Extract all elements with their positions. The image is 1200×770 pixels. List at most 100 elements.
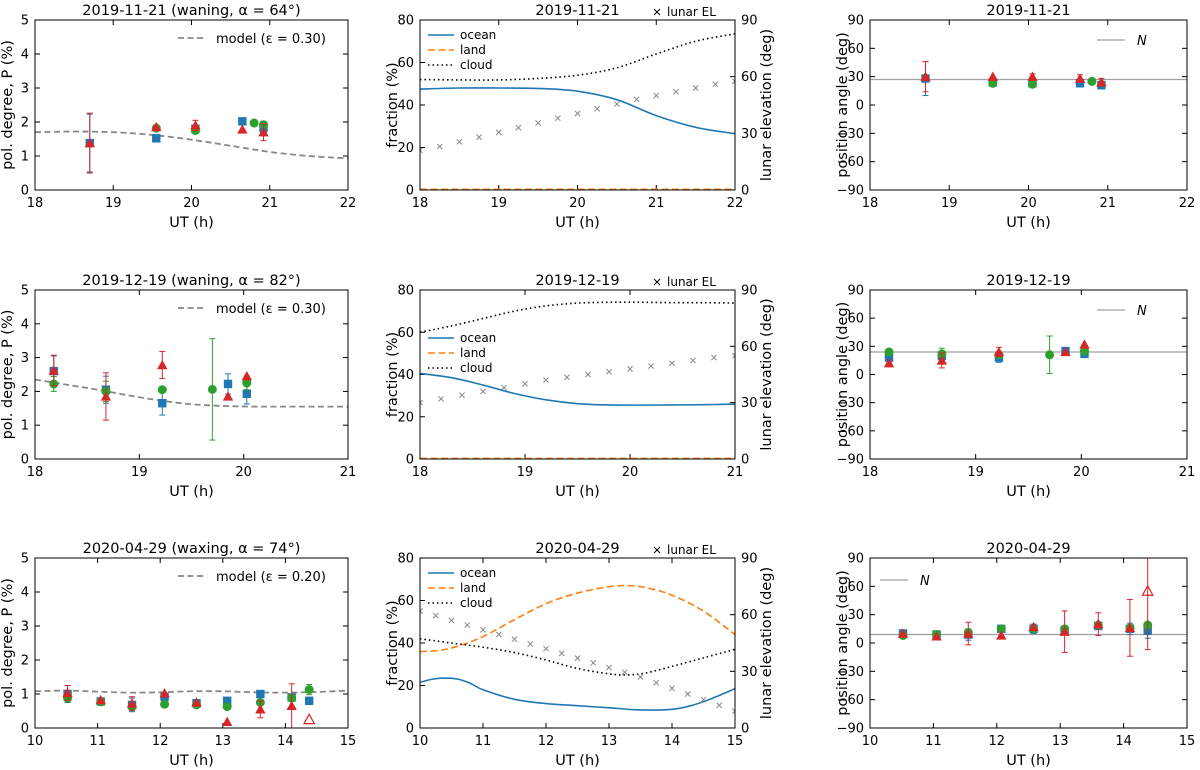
elev-marker bbox=[543, 645, 549, 652]
data-point-triangle bbox=[191, 697, 202, 707]
x-tick-label: 21 bbox=[648, 196, 665, 211]
y-tick-label: 0 bbox=[856, 637, 864, 652]
data-point-triangle bbox=[993, 346, 1005, 357]
data-point-triangle bbox=[1059, 626, 1070, 636]
axes-frame bbox=[419, 289, 736, 460]
elev-marker bbox=[732, 352, 735, 357]
series-cloud bbox=[420, 301, 735, 334]
elev-marker bbox=[420, 610, 423, 614]
panel-title: 2019-12-19 bbox=[535, 273, 619, 289]
data-point-square bbox=[223, 379, 233, 389]
series-lunar-el bbox=[420, 78, 735, 154]
y-tick-label: −30 bbox=[837, 665, 864, 680]
data-point-triangle bbox=[963, 628, 974, 638]
data-point-circle bbox=[1045, 350, 1055, 360]
elev-marker bbox=[574, 655, 581, 662]
y2-tick-label: 30 bbox=[741, 665, 758, 680]
legend-elev-marker bbox=[653, 8, 661, 16]
legend-ocean-label: ocean bbox=[460, 566, 496, 580]
data-point-square bbox=[238, 117, 247, 126]
data-point-circle bbox=[207, 384, 217, 394]
x-axis-label: UT (h) bbox=[555, 484, 600, 500]
elev-marker bbox=[621, 669, 628, 676]
y-tick-label: 20 bbox=[397, 679, 414, 694]
y-tick-label: 90 bbox=[847, 14, 864, 29]
elev-marker bbox=[420, 401, 423, 406]
data-point-triangle bbox=[151, 121, 162, 132]
y-tick-label: 0 bbox=[406, 722, 414, 737]
data-point-triangle bbox=[255, 704, 266, 714]
elev-marker bbox=[495, 631, 502, 638]
series-green bbox=[151, 118, 268, 135]
y-tick-label: 2 bbox=[21, 654, 29, 669]
y-tick-label: 40 bbox=[397, 637, 414, 652]
axes-frame bbox=[34, 19, 349, 191]
x-tick-label: 14 bbox=[664, 734, 681, 749]
legend-land-label: land bbox=[460, 581, 486, 595]
data-point-triangle bbox=[1141, 584, 1154, 596]
elev-marker bbox=[420, 399, 423, 404]
elev-marker bbox=[432, 612, 439, 619]
data-point-triangle bbox=[237, 124, 248, 134]
elev-marker bbox=[543, 377, 549, 384]
elev-marker bbox=[420, 147, 423, 152]
legend-model-label: model (ε = 0.30) bbox=[216, 32, 326, 47]
x-tick-label: 21 bbox=[1179, 465, 1196, 480]
series-blue bbox=[85, 113, 268, 173]
legend-model-label: model (ε = 0.30) bbox=[216, 302, 326, 317]
plot-area bbox=[420, 33, 735, 190]
plot-area bbox=[35, 112, 348, 174]
data-point-triangle bbox=[221, 716, 233, 727]
y-tick-label: −60 bbox=[837, 693, 864, 708]
panel-title: 2019-12-19 bbox=[986, 273, 1070, 289]
y2-axis-label: lunar elevation (deg) bbox=[759, 29, 775, 181]
panel-title: 2019-11-21 bbox=[535, 3, 619, 19]
legend-elev-label: lunar EL bbox=[667, 275, 716, 289]
y2-tick-label: 30 bbox=[741, 127, 758, 142]
axes-frame bbox=[419, 557, 736, 729]
legend-ref-label: N bbox=[1137, 34, 1147, 49]
data-point-circle bbox=[1080, 346, 1090, 356]
elev-marker bbox=[464, 622, 471, 629]
data-point-triangle bbox=[1060, 346, 1071, 357]
y-tick-label: 3 bbox=[21, 351, 29, 366]
elev-marker bbox=[716, 702, 723, 709]
x-tick-label: 21 bbox=[340, 465, 357, 480]
data-point-square bbox=[1075, 79, 1085, 88]
x-tick-label: 22 bbox=[727, 196, 744, 211]
axes-frame bbox=[419, 19, 736, 191]
series-cloud bbox=[420, 33, 735, 81]
y-tick-label: 90 bbox=[847, 552, 864, 567]
data-point-circle bbox=[988, 78, 998, 88]
data-point-square bbox=[158, 399, 167, 408]
elev-marker bbox=[637, 674, 644, 680]
data-point-triangle bbox=[157, 359, 168, 370]
x-tick-label: 21 bbox=[261, 196, 278, 211]
elev-marker bbox=[690, 357, 696, 364]
data-point-circle bbox=[1087, 76, 1097, 86]
legend-ocean-label: ocean bbox=[460, 28, 496, 42]
panel-2-1: 18 19 20 21 0 1 2 3 4 5 2019-12-19 (waning, α = 82… bbox=[0, 273, 356, 500]
x-tick-label: 20 bbox=[1020, 196, 1037, 211]
x-tick-label: 22 bbox=[340, 196, 357, 211]
model-curve bbox=[35, 378, 348, 408]
x-tick-label: 19 bbox=[131, 465, 148, 480]
y-tick-label: 2 bbox=[21, 116, 29, 131]
panel-title: 2019-11-21 bbox=[986, 3, 1070, 19]
elev-marker bbox=[456, 138, 463, 145]
elev-marker bbox=[480, 626, 486, 633]
y-tick-label: 30 bbox=[847, 340, 864, 355]
axes-frame bbox=[34, 289, 349, 460]
y-tick-label: −30 bbox=[837, 396, 864, 411]
elev-marker bbox=[711, 354, 717, 361]
data-point-triangle bbox=[100, 391, 112, 401]
elev-marker bbox=[684, 691, 691, 697]
series-red bbox=[897, 558, 1154, 657]
x-tick-label: 19 bbox=[490, 196, 507, 211]
y-tick-label: 20 bbox=[397, 141, 414, 156]
elev-marker bbox=[558, 650, 565, 657]
elev-marker bbox=[476, 134, 483, 141]
y2-tick-label: 60 bbox=[741, 70, 758, 85]
x-tick-label: 18 bbox=[27, 465, 44, 480]
plot-area bbox=[870, 61, 1187, 97]
